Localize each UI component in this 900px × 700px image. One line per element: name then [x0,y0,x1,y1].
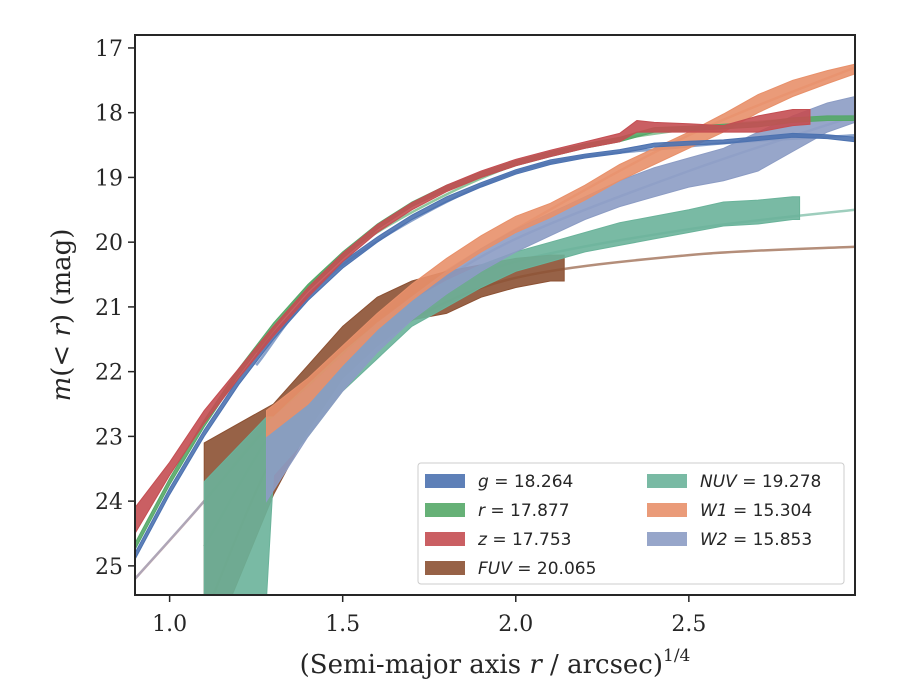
y-tick-label: 19 [95,166,123,191]
legend: g = 18.264 r = 17.877 z = 17.753 FUV = 20.0… [417,462,845,585]
legend-swatch-nuv [647,474,687,488]
legend-swatch-w2 [647,532,687,546]
band-w1 [266,63,855,438]
legend-label-w1: W1 = 15.304 [700,501,812,521]
band-g [135,132,855,560]
y-tick-label: 18 [95,102,123,127]
legend-frame [417,462,845,585]
legend-swatch-z [425,532,465,546]
x-tick-label: 1.5 [325,612,360,637]
legend-label-nuv: NUV = 19.278 [700,472,821,492]
x-tick-label: 2.0 [498,612,533,637]
y-axis-label: m(< r) (mag) [47,229,77,402]
legend-swatch-r [425,503,465,517]
x-axis: 1.0 1.5 2.0 2.5 [152,595,706,637]
legend-label-fuv: FUV = 20.065 [478,559,596,579]
band-w2 [266,95,855,503]
y-tick-label: 17 [95,37,123,62]
y-tick-label: 24 [95,490,123,515]
legend-swatch-g [425,474,465,488]
y-tick-label: 21 [95,296,123,321]
x-tick-label: 2.5 [671,612,706,637]
legend-swatch-fuv [425,561,465,575]
x-tick-label: 1.0 [152,612,187,637]
legend-swatch-w1 [647,503,687,517]
series-layer [135,63,855,595]
y-axis: 17 18 19 20 21 22 23 24 25 [95,37,135,580]
x-axis-label: (Semi-major axis r / arcsec)1/4 [300,646,691,680]
legend-label-g: g = 18.264 [478,472,573,492]
band-z [135,109,811,535]
y-tick-label: 22 [95,361,123,386]
y-tick-label: 23 [95,425,123,450]
legend-label-r: r = 17.877 [478,501,570,521]
y-tick-label: 25 [95,555,123,580]
legend-label-z: z = 17.753 [477,530,571,550]
y-tick-label: 20 [95,231,123,256]
plot-frame [134,34,856,596]
legend-label-w2: W2 = 15.853 [700,530,812,550]
